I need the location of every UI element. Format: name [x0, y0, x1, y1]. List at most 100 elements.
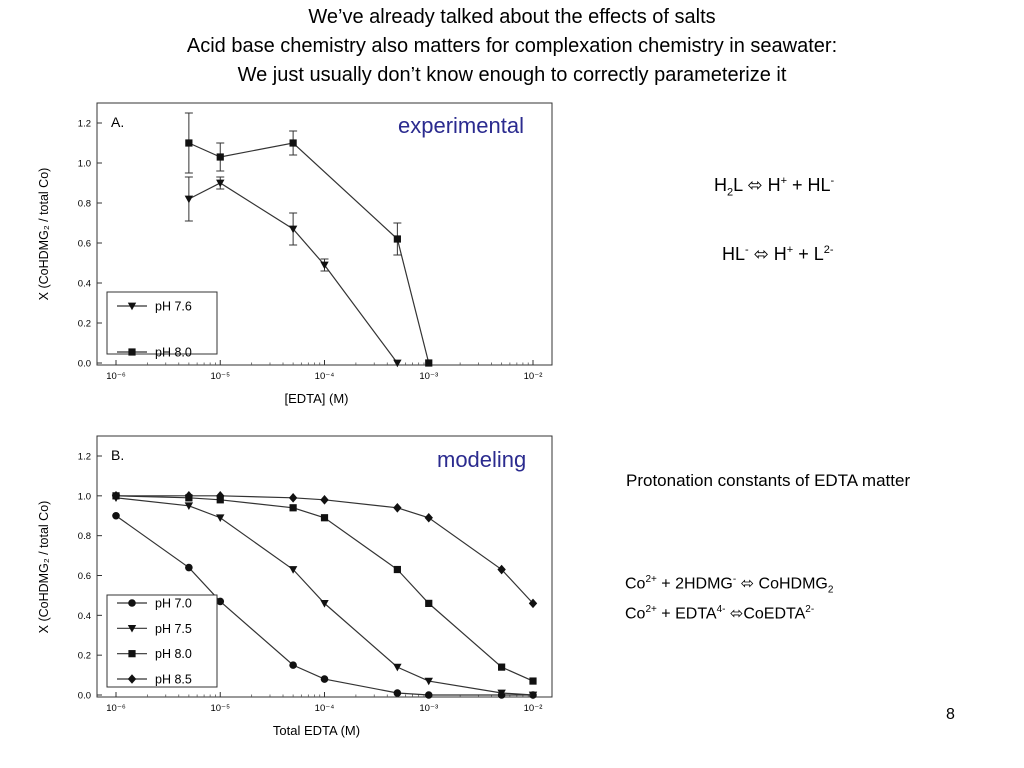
series-ph-7-6 — [184, 176, 402, 368]
y-tick-label: 0.8 — [78, 531, 91, 542]
y-axis-label: X (CoHDMG₂ / total Co) — [37, 501, 51, 634]
legend-label: pH 8.0 — [155, 346, 192, 360]
x-axis-label: [EDTA] (M) — [284, 391, 348, 406]
y-tick-label: 1.0 — [78, 491, 91, 502]
y-tick-label: 1.2 — [78, 452, 91, 463]
data-point — [288, 493, 298, 503]
y-tick-label: 0.6 — [78, 239, 91, 250]
data-point — [288, 566, 298, 574]
legend-label: pH 8.0 — [155, 647, 192, 661]
legend: pH 7.6 pH 8.0 — [106, 291, 218, 360]
panel-label: A. — [111, 114, 124, 130]
legend-marker — [127, 674, 137, 684]
y-tick-label: 0.8 — [78, 199, 91, 210]
y-tick-label: 0.2 — [78, 651, 91, 662]
x-tick-label: 10⁻⁶ — [106, 703, 126, 714]
data-point — [216, 153, 224, 161]
data-point — [528, 691, 538, 700]
data-point — [216, 514, 225, 522]
data-point — [112, 511, 120, 520]
panel-label: B. — [111, 447, 124, 463]
x-tick-label: 10⁻⁶ — [106, 371, 126, 382]
series-ph-8-5 — [111, 491, 538, 609]
data-point — [320, 495, 329, 505]
x-tick-label: 10⁻³ — [419, 703, 438, 714]
data-point — [320, 261, 329, 270]
y-tick-label: 1.2 — [78, 119, 91, 130]
panel-a-tag: experimental — [398, 113, 524, 138]
data-point — [185, 139, 193, 147]
slide-title-line-2: Acid base chemistry also matters for com… — [186, 35, 838, 57]
data-point — [393, 689, 402, 697]
y-tick-label: 0.0 — [78, 691, 91, 702]
reaction-1: Co2+ + 2HDMG- ⬄ CoHDMG2 — [625, 574, 834, 596]
data-point — [184, 491, 194, 501]
x-tick-label: 10⁻² — [524, 703, 543, 714]
legend-box — [106, 291, 218, 355]
panel-b-tag: modeling — [437, 447, 527, 472]
data-point — [393, 663, 402, 672]
series-line — [116, 495, 534, 604]
y-axis-label: X (CoHDMG₂ / total Co) — [37, 168, 51, 301]
chart-panel-a: 0.0 0.2 0.4 0.6 0.8 1.0 1.2 10⁻⁶ 10⁻⁵ 10⁻⁴ 10⁻³ 10⁻… — [37, 102, 553, 406]
series-line — [188, 142, 430, 364]
legend-marker — [127, 302, 137, 311]
y-tick-label: 0.4 — [78, 279, 91, 290]
x-tick-label: 10⁻⁵ — [210, 703, 230, 714]
data-point — [393, 359, 402, 368]
equation-1: H2L ⬄ H+ + HL- — [714, 175, 835, 199]
legend-label: pH 7.0 — [155, 597, 192, 611]
data-point — [289, 139, 297, 147]
x-tick-label: 10⁻⁴ — [315, 371, 335, 382]
y-tick-label: 1.0 — [78, 159, 91, 170]
data-point — [289, 504, 297, 512]
legend: pH 7.0 pH 7.5 pH 8.0 pH 8.5 — [106, 594, 218, 688]
data-point — [424, 677, 433, 686]
data-point — [216, 179, 225, 188]
chart-panel-b: 0.0 0.2 0.4 0.6 0.8 1.0 1.2 10⁻⁶ 10⁻⁵ 10⁻⁴ 10⁻³ 10⁻… — [37, 435, 553, 738]
legend-marker — [127, 624, 137, 633]
protonation-note: Protonation constants of EDTA matter — [626, 471, 911, 490]
x-tick-label: 10⁻⁴ — [315, 703, 335, 714]
y-tick-label: 0.6 — [78, 571, 91, 582]
data-point — [393, 235, 401, 243]
data-point — [424, 691, 433, 699]
data-point — [393, 502, 402, 513]
legend-marker — [128, 650, 136, 658]
data-point — [184, 502, 194, 510]
slide-title-line-3: We just usually don’t know enough to cor… — [237, 64, 787, 86]
data-point — [111, 491, 121, 501]
legend-label: pH 7.5 — [155, 622, 192, 636]
data-point — [498, 663, 506, 671]
data-point — [425, 359, 433, 367]
data-point — [216, 597, 225, 606]
legend-label: pH 7.6 — [155, 300, 192, 314]
data-point — [529, 677, 537, 685]
data-point — [497, 689, 506, 698]
double-arrow-icon: ⬄ — [747, 175, 763, 195]
data-point — [216, 491, 225, 501]
legend-label: pH 8.5 — [155, 673, 192, 687]
data-point — [425, 599, 433, 607]
double-arrow-icon: ⬄ — [725, 605, 744, 623]
series-ph-7-5 — [111, 494, 538, 700]
data-point — [288, 225, 298, 234]
x-tick-label: 10⁻² — [524, 371, 543, 382]
y-tick-label: 0.2 — [78, 319, 91, 330]
x-axis-label: Total EDTA (M) — [273, 723, 360, 738]
legend-marker — [128, 348, 136, 356]
data-point — [424, 512, 433, 523]
legend-box — [106, 594, 218, 688]
data-point — [393, 565, 401, 574]
y-tick-label: 0.0 — [78, 359, 91, 370]
reaction-2: Co2+ + EDTA4- ⬄CoEDTA2- — [625, 604, 815, 623]
data-point — [185, 563, 193, 572]
data-point — [320, 600, 329, 608]
data-point — [289, 661, 297, 669]
double-arrow-icon: ⬄ — [748, 244, 769, 264]
double-arrow-icon: ⬄ — [736, 575, 759, 593]
series-ph-8-0 — [184, 112, 433, 367]
x-tick-label: 10⁻³ — [419, 371, 438, 382]
data-point — [184, 195, 194, 204]
